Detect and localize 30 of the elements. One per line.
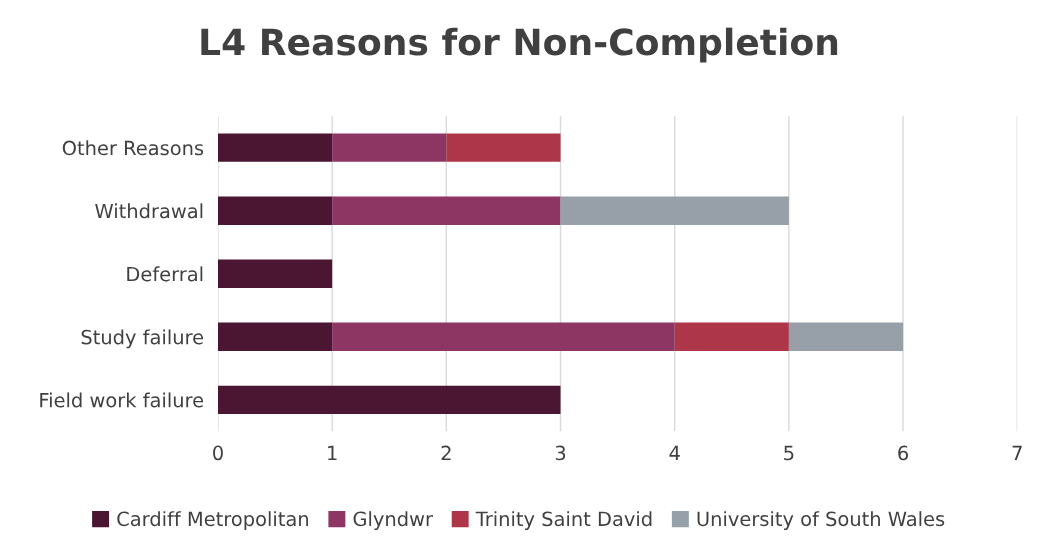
- x-tick-label: 6: [898, 445, 909, 461]
- bar: [332, 133, 447, 162]
- x-tick-label: 0: [213, 445, 223, 461]
- bar: [560, 196, 789, 225]
- bar: [446, 133, 561, 162]
- bar: [788, 322, 904, 351]
- legend-label: Trinity Saint David: [475, 511, 652, 530]
- y-tick-label: Field work failure: [40, 392, 204, 408]
- x-tick-label: 2: [441, 445, 451, 460]
- x-tick-label: 7: [1012, 445, 1022, 460]
- legend-label: University of South Wales: [697, 511, 945, 530]
- bar: [332, 322, 675, 351]
- x-tick-label: 1: [328, 445, 337, 460]
- y-tick-label: Deferral: [127, 266, 203, 282]
- legend-label: Cardiff Metropolitan: [117, 511, 308, 530]
- legend-label: Glyndwr: [353, 511, 433, 530]
- x-tick-label: 3: [555, 445, 566, 461]
- bar: [332, 196, 561, 225]
- x-tick-label: 4: [669, 445, 680, 460]
- chart-title: L4 Reasons for Non-Completion: [201, 27, 838, 63]
- y-tick-label: Withdrawal: [95, 203, 203, 219]
- bar: [217, 133, 333, 162]
- y-tick-label: Other Reasons: [62, 140, 204, 156]
- bar: [217, 196, 333, 225]
- bar: [217, 385, 561, 414]
- y-tick-label: Study failure: [81, 329, 204, 349]
- bar: [674, 322, 789, 351]
- x-tick-label: 5: [784, 445, 794, 461]
- bar: [217, 259, 333, 288]
- bar: [217, 322, 333, 351]
